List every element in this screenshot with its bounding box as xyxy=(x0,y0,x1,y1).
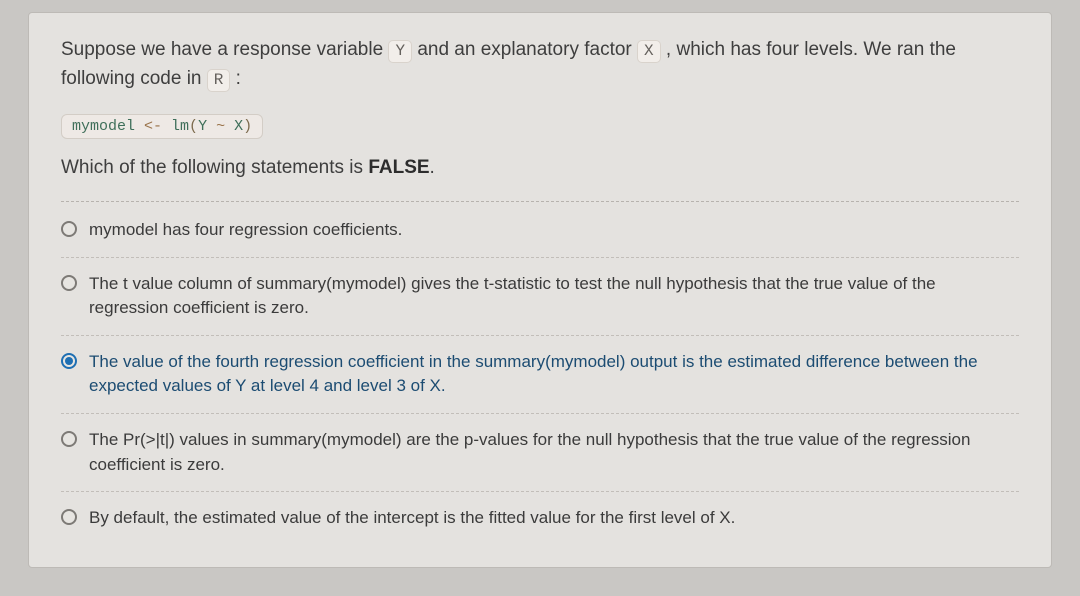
code-bracket: ) xyxy=(243,118,252,135)
code-op: <- xyxy=(144,118,162,135)
option-divider xyxy=(61,413,1019,414)
code-text: Y xyxy=(198,118,216,135)
code-block: mymodel <- lm(Y ~ X) xyxy=(61,114,263,139)
option-label: By default, the estimated value of the i… xyxy=(89,506,735,531)
radio-button[interactable] xyxy=(61,221,77,237)
code-text: mymodel xyxy=(72,118,144,135)
question-directive: Which of the following statements is FAL… xyxy=(61,157,1019,179)
inline-code-y: Y xyxy=(388,40,412,63)
directive-text: . xyxy=(430,157,435,178)
question-card: Suppose we have a response variable Y an… xyxy=(28,12,1052,568)
directive-text: Which of the following statements is xyxy=(61,157,368,178)
radio-button[interactable] xyxy=(61,275,77,291)
inline-code-x: X xyxy=(637,40,661,63)
option-label: The value of the fourth regression coeff… xyxy=(89,350,1019,399)
option-divider xyxy=(61,491,1019,492)
code-op: ~ xyxy=(216,118,225,135)
prompt-text: Suppose we have a response variable xyxy=(61,39,388,60)
section-divider xyxy=(61,201,1019,202)
option-divider xyxy=(61,335,1019,336)
directive-bold: FALSE xyxy=(368,157,429,178)
option-label: The Pr(>|t|) values in summary(mymodel) … xyxy=(89,428,1019,477)
radio-button[interactable] xyxy=(61,509,77,525)
code-text: X xyxy=(225,118,243,135)
option-label: mymodel has four regression coefficients… xyxy=(89,218,402,243)
option-divider xyxy=(61,257,1019,258)
option-row[interactable]: The Pr(>|t|) values in summary(mymodel) … xyxy=(61,426,1019,479)
prompt-text: and an explanatory factor xyxy=(417,39,637,60)
option-row[interactable]: mymodel has four regression coefficients… xyxy=(61,216,1019,245)
question-prompt: Suppose we have a response variable Y an… xyxy=(61,35,1019,94)
option-label: The t value column of summary(mymodel) g… xyxy=(89,272,1019,321)
option-row[interactable]: The value of the fourth regression coeff… xyxy=(61,348,1019,401)
inline-code-lang: R xyxy=(207,69,231,92)
option-row[interactable]: The t value column of summary(mymodel) g… xyxy=(61,270,1019,323)
code-text: lm xyxy=(162,118,189,135)
options-list: mymodel has four regression coefficients… xyxy=(61,216,1019,533)
prompt-text: : xyxy=(236,68,241,89)
option-row[interactable]: By default, the estimated value of the i… xyxy=(61,504,1019,533)
code-bracket: ( xyxy=(189,118,198,135)
radio-button[interactable] xyxy=(61,353,77,369)
radio-button[interactable] xyxy=(61,431,77,447)
